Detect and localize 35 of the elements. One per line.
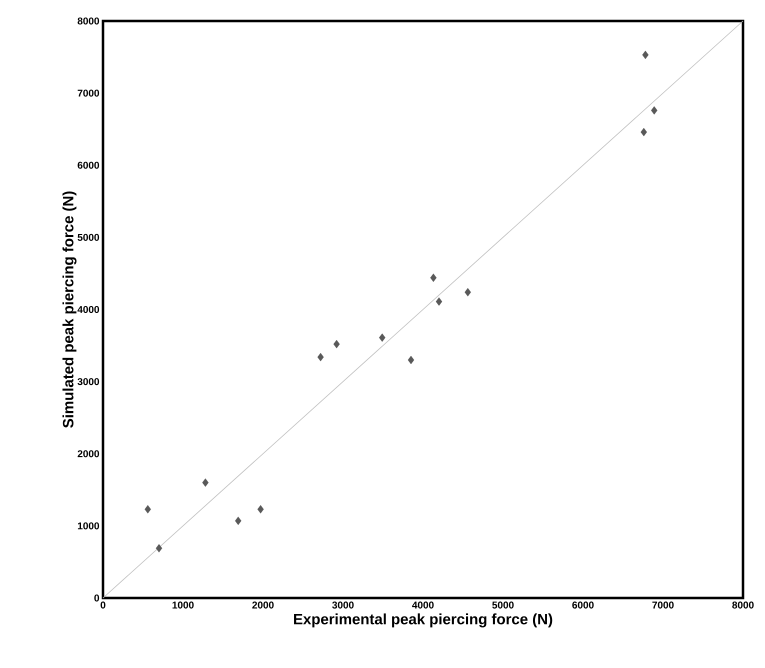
x-axis-title: Experimental peak piercing force (N) xyxy=(294,613,552,628)
y-tick-label: 0 xyxy=(94,594,100,602)
y-tick-label: 4000 xyxy=(77,306,100,314)
x-tick-label: 3000 xyxy=(332,602,354,609)
point xyxy=(202,478,209,487)
point xyxy=(640,128,648,136)
point xyxy=(651,106,658,115)
y-tick-label: 2000 xyxy=(78,450,100,458)
y-tick-label: 1000 xyxy=(78,522,100,530)
point xyxy=(436,297,442,306)
x-tick-label: 6000 xyxy=(572,602,594,609)
y-tick-label: 6000 xyxy=(78,162,100,169)
x-tick-label: 4000 xyxy=(412,602,434,609)
y-tick-label: 3000 xyxy=(78,378,100,386)
point xyxy=(257,505,264,514)
x-tick-label: 2000 xyxy=(252,602,274,609)
point xyxy=(379,333,386,342)
point xyxy=(642,50,649,60)
y-tick-label: 8000 xyxy=(78,17,100,25)
x-tick-label: 8000 xyxy=(732,602,754,609)
x-tick-label: 1000 xyxy=(172,602,194,609)
point xyxy=(156,544,162,552)
point xyxy=(430,274,437,282)
point xyxy=(408,356,414,364)
x-tick-label: 5000 xyxy=(492,602,514,609)
point xyxy=(235,516,242,526)
x-tick-label: 0 xyxy=(100,602,106,609)
y-tick-label: 5000 xyxy=(78,234,100,241)
point xyxy=(464,288,472,296)
point xyxy=(317,352,324,362)
point xyxy=(144,505,151,514)
point xyxy=(333,340,340,348)
y-tick-label: 7000 xyxy=(78,90,100,97)
y-axis-title: Simulated peak piercing force (N) xyxy=(62,192,76,428)
x-tick-label: 7000 xyxy=(652,602,674,609)
